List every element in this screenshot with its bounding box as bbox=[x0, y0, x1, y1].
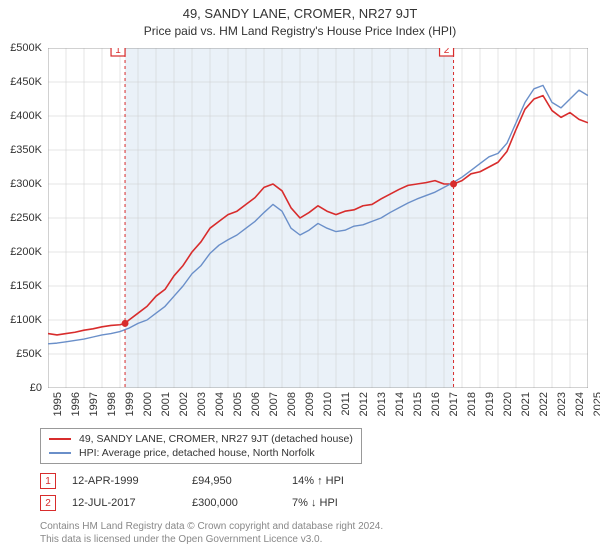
x-tick-label: 2023 bbox=[556, 392, 568, 416]
legend-row: 49, SANDY LANE, CROMER, NR27 9JT (detach… bbox=[49, 432, 353, 446]
x-tick-label: 2001 bbox=[160, 392, 172, 416]
footer-line-1: Contains HM Land Registry data © Crown c… bbox=[40, 520, 383, 533]
sale-price: £300,000 bbox=[192, 497, 292, 509]
x-tick-label: 2003 bbox=[196, 392, 208, 416]
x-tick-label: 2010 bbox=[322, 392, 334, 416]
x-tick-label: 2025 bbox=[592, 392, 600, 416]
x-tick-label: 2014 bbox=[394, 392, 406, 416]
y-tick-label: £450K bbox=[10, 76, 42, 88]
chart-svg: 12 bbox=[48, 48, 588, 388]
x-tick-label: 1999 bbox=[124, 392, 136, 416]
legend-row: HPI: Average price, detached house, Nort… bbox=[49, 446, 353, 460]
x-tick-label: 2002 bbox=[178, 392, 190, 416]
x-tick-label: 2013 bbox=[376, 392, 388, 416]
chart-title: 49, SANDY LANE, CROMER, NR27 9JT bbox=[0, 0, 600, 21]
x-tick-label: 1995 bbox=[52, 392, 64, 416]
sales-table: 1 12-APR-1999£94,95014% ↑ HPI 2 12-JUL-2017… bbox=[40, 470, 392, 514]
x-tick-label: 2011 bbox=[340, 392, 352, 416]
y-tick-label: £500K bbox=[10, 42, 42, 54]
svg-text:1: 1 bbox=[115, 48, 121, 56]
chart-area: 12 £0£50K£100K£150K£200K£250K£300K£350K£… bbox=[48, 48, 588, 388]
y-tick-label: £250K bbox=[10, 212, 42, 224]
x-tick-label: 2017 bbox=[448, 392, 460, 416]
svg-text:2: 2 bbox=[444, 48, 450, 56]
y-tick-label: £150K bbox=[10, 280, 42, 292]
y-tick-label: £100K bbox=[10, 314, 42, 326]
x-tick-label: 2004 bbox=[214, 392, 226, 416]
x-tick-label: 2022 bbox=[538, 392, 550, 416]
footer: Contains HM Land Registry data © Crown c… bbox=[40, 520, 383, 546]
x-tick-label: 2008 bbox=[286, 392, 298, 416]
x-tick-label: 2019 bbox=[484, 392, 496, 416]
x-tick-label: 2021 bbox=[520, 392, 532, 416]
y-tick-label: £200K bbox=[10, 246, 42, 258]
x-tick-label: 2000 bbox=[142, 392, 154, 416]
sale-marker: 1 bbox=[40, 473, 56, 489]
sale-date: 12-APR-1999 bbox=[72, 475, 192, 487]
footer-line-2: This data is licensed under the Open Gov… bbox=[40, 533, 383, 546]
legend: 49, SANDY LANE, CROMER, NR27 9JT (detach… bbox=[40, 428, 362, 464]
legend-label: HPI: Average price, detached house, Nort… bbox=[79, 447, 315, 459]
sale-date: 12-JUL-2017 bbox=[72, 497, 192, 509]
x-tick-label: 2024 bbox=[574, 392, 586, 416]
x-tick-label: 2007 bbox=[268, 392, 280, 416]
x-tick-label: 2015 bbox=[412, 392, 424, 416]
sale-pct: 7% ↓ HPI bbox=[292, 497, 392, 509]
x-tick-label: 2016 bbox=[430, 392, 442, 416]
y-tick-label: £400K bbox=[10, 110, 42, 122]
legend-swatch bbox=[49, 452, 71, 454]
x-tick-label: 2009 bbox=[304, 392, 316, 416]
x-tick-label: 1998 bbox=[106, 392, 118, 416]
y-tick-label: £350K bbox=[10, 144, 42, 156]
y-tick-label: £0 bbox=[30, 382, 42, 394]
x-tick-label: 2012 bbox=[358, 392, 370, 416]
legend-label: 49, SANDY LANE, CROMER, NR27 9JT (detach… bbox=[79, 433, 353, 445]
y-tick-label: £300K bbox=[10, 178, 42, 190]
sale-pct: 14% ↑ HPI bbox=[292, 475, 392, 487]
sale-row: 1 12-APR-1999£94,95014% ↑ HPI bbox=[40, 470, 392, 492]
x-tick-label: 2005 bbox=[232, 392, 244, 416]
sale-row: 2 12-JUL-2017£300,0007% ↓ HPI bbox=[40, 492, 392, 514]
sale-marker: 2 bbox=[40, 495, 56, 511]
legend-swatch bbox=[49, 438, 71, 440]
x-tick-label: 2006 bbox=[250, 392, 262, 416]
y-tick-label: £50K bbox=[16, 348, 42, 360]
x-tick-label: 1996 bbox=[70, 392, 82, 416]
x-tick-label: 2020 bbox=[502, 392, 514, 416]
x-tick-label: 1997 bbox=[88, 392, 100, 416]
sale-price: £94,950 bbox=[192, 475, 292, 487]
x-tick-label: 2018 bbox=[466, 392, 478, 416]
chart-subtitle: Price paid vs. HM Land Registry's House … bbox=[0, 21, 600, 42]
